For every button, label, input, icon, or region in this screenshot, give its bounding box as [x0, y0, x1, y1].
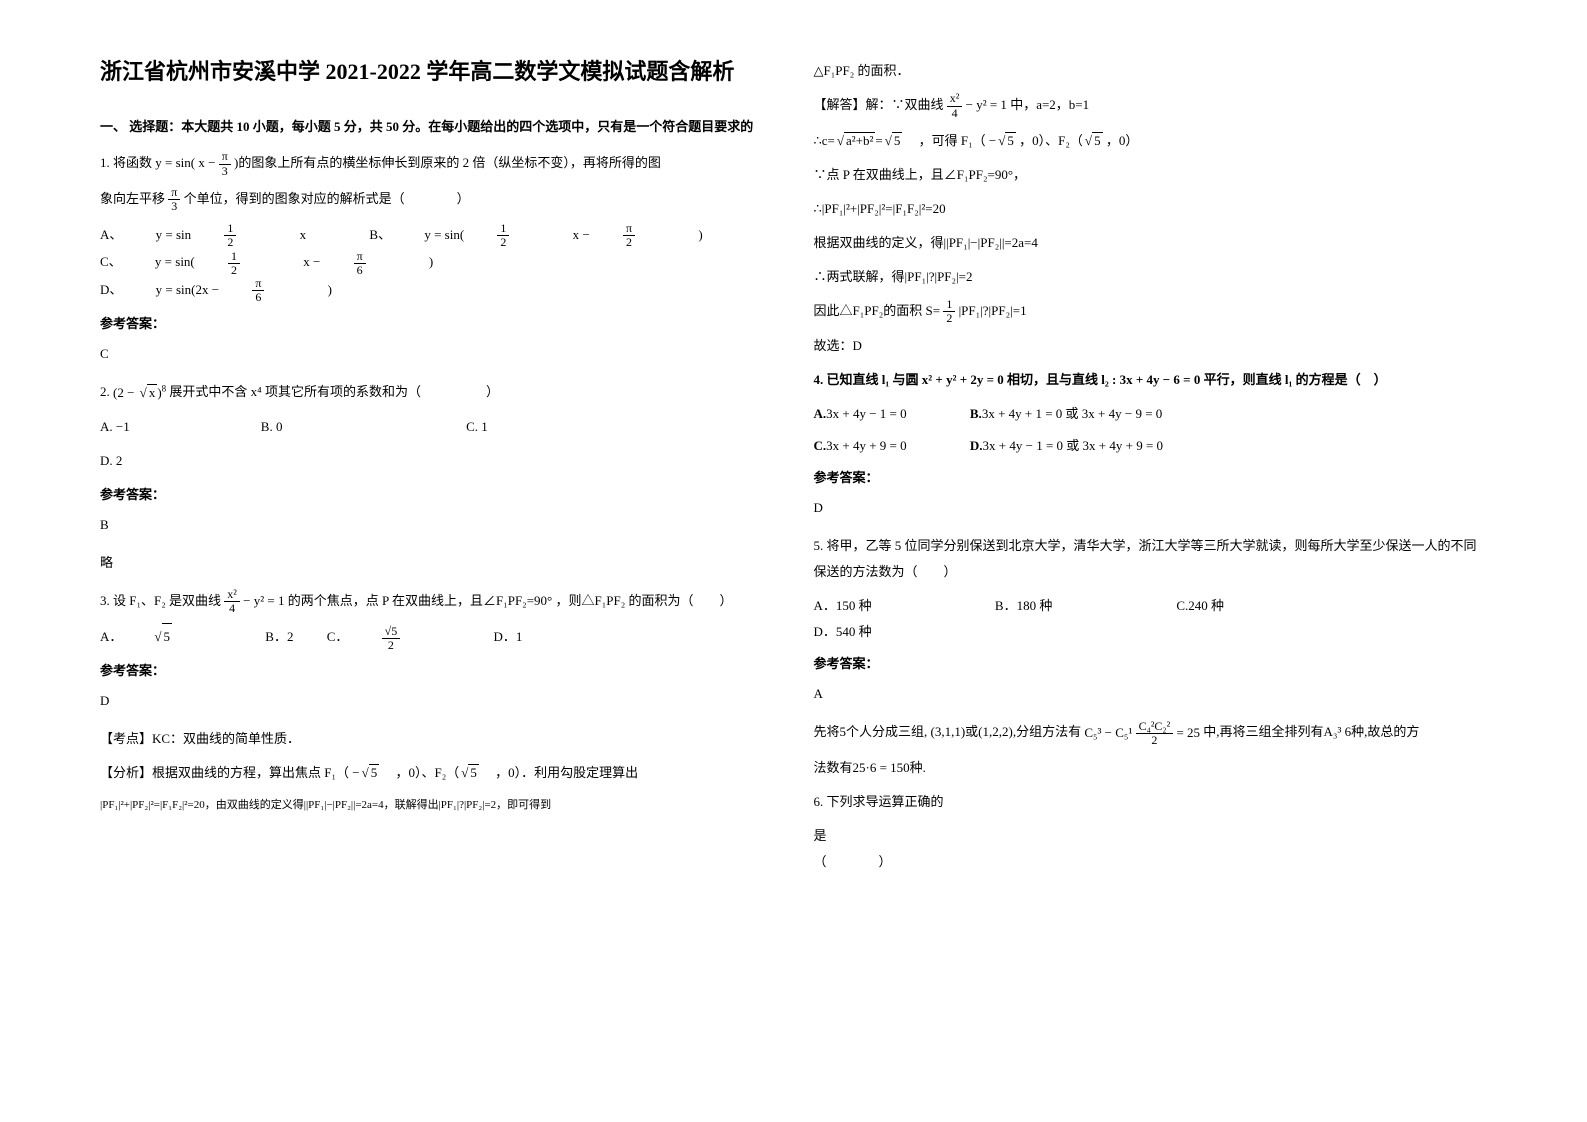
q2-opt-B: B. 0 — [261, 419, 283, 434]
q1-answer: C — [100, 341, 774, 367]
q4-opt-A: A. 3x + 4y − 1 = 0 — [814, 401, 937, 427]
q5-opt-C: C.240 种 — [1176, 593, 1324, 619]
q3-opt-B: B．2 — [265, 624, 293, 650]
q3-opt-D: D．1 — [493, 624, 522, 650]
q4-opt-C: C. 3x + 4y + 9 = 0 — [814, 433, 937, 459]
q3-answer: D — [100, 688, 774, 714]
q4-answer: D — [814, 495, 1488, 521]
jd-line7: 因此△F₁PF₂的面积 S= 12 |PF₁|?|PF₂|=1 — [814, 298, 1488, 326]
q1-options: A、 y = sin 12 x B、 y = sin( 12 x − π2 ) … — [100, 222, 774, 305]
q1-opt-C: C、 y = sin( 12 x − π6 ) — [100, 249, 463, 277]
q3-options: A．5 B．2 C． √52 D．1 — [100, 623, 774, 652]
q5-opt-A: A．150 种 — [814, 593, 962, 619]
q1-expr: y = sin( x − π3 — [155, 150, 230, 178]
q4-opt-B: B. 3x + 4y + 1 = 0 或 3x + 4y − 9 = 0 — [970, 401, 1192, 427]
question-1-line2: 象向左平移 π3 个单位，得到的图象对应的解析式是（ ） — [100, 186, 774, 214]
jd-line3: ∵点 P 在双曲线上，且∠F₁PF₂=90°， — [814, 162, 1488, 188]
doc-title: 浙江省杭州市安溪中学 2021-2022 学年高二数学文模拟试题含解析 — [100, 50, 774, 94]
section-1-head: 一、 选择题：本大题共 10 小题，每小题 5 分，共 50 分。在每小题给出的… — [100, 114, 774, 140]
q2-options: A. −1 B. 0 C. 1 — [100, 414, 774, 440]
question-4: 4. 已知直线 l₁ 与圆 x² + y² + 2y = 0 相切，且与直线 l… — [814, 367, 1488, 393]
q5-explain: 先将5个人分成三组, (3,1,1)或(1,2,2),分组方法有 C₅³ − C… — [814, 719, 1488, 747]
q4-options-row1: A. 3x + 4y − 1 = 0 B. 3x + 4y + 1 = 0 或 … — [814, 401, 1488, 427]
answer-label: 参考答案： — [100, 311, 774, 337]
q5-options: A．150 种 B．180 种 C.240 种 D．540 种 — [814, 593, 1488, 645]
answer-label-2: 参考答案： — [100, 482, 774, 508]
q2-omit: 略 — [100, 550, 774, 576]
jd-line5: 根据双曲线的定义，得||PF₁|−|PF₂||=2a=4 — [814, 230, 1488, 256]
question-2: 2. (2 − x)8 展开式中不含 x⁴ 项其它所有项的系数和为（ ） — [100, 379, 774, 406]
q5-opt-B: B．180 种 — [995, 593, 1143, 619]
q2-answer: B — [100, 512, 774, 538]
q2-opt-A: A. −1 — [100, 419, 130, 434]
q3-cont: △F₁PF₂ 的面积． — [814, 58, 1488, 84]
q3-fenxi: 【分析】根据双曲线的方程，算出焦点 F₁（ −5 ，0）、F₂（5 ，0）．利用… — [100, 760, 774, 786]
q4-options-row2: C. 3x + 4y + 9 = 0 D. 3x + 4y − 1 = 0 或 … — [814, 433, 1488, 459]
question-5: 5. 将甲，乙等 5 位同学分别保送到北京大学，清华大学，浙江大学等三所大学就读… — [814, 533, 1488, 585]
q1-post: )的图象上所有点的横坐标伸长到原来的 2 倍（纵坐标不变），再将所得的图 — [234, 155, 661, 170]
question-1: 1. 将函数 y = sin( x − π3 )的图象上所有点的横坐标伸长到原来… — [100, 150, 774, 178]
q1-opt-B: B、 y = sin( 12 x − π2 ) — [369, 222, 732, 250]
question-6: 6. 下列求导运算正确的 — [814, 789, 1488, 815]
jd-line4: ∴|PF₁|²+|PF₂|²=|F₁F₂|²=20 — [814, 196, 1488, 222]
q3-opt-A: A．5 — [100, 623, 232, 650]
q4-opt-D: D. 3x + 4y − 1 = 0 或 3x + 4y + 9 = 0 — [970, 433, 1193, 459]
q5-answer: A — [814, 681, 1488, 707]
question-3: 3. 设 F₁、F₂ 是双曲线 x²4 − y² = 1 的两个焦点，点 P 在… — [100, 588, 774, 616]
q1-opt-D: D、 y = sin(2x − π6 ) — [100, 277, 362, 305]
q5-opt-D: D．540 种 — [814, 619, 962, 645]
answer-label-4: 参考答案： — [814, 465, 1488, 491]
q3-opt-C: C． √52 — [327, 624, 461, 652]
right-column: △F₁PF₂ 的面积． 【解答】解：∵双曲线 x²4 − y² = 1 中，a=… — [814, 50, 1488, 883]
q1-opt-A: A、 y = sin 12 x — [100, 222, 336, 250]
q2-expr: (2 − x)8 — [113, 380, 166, 406]
jd-line6: ∴两式联解，得|PF₁|?|PF₂|=2 — [814, 264, 1488, 290]
q3-kaodian: 【考点】KC：双曲线的简单性质． — [100, 726, 774, 752]
q1-text: 1. 将函数 — [100, 155, 152, 170]
q2-opt-C: C. 1 — [466, 419, 488, 434]
question-6b: 是 （ ） — [814, 823, 1488, 875]
jd-line2: ∴c=a²+b²=5 ，可得 F₁（ −5 ，0）、F₂（5 ，0） — [814, 128, 1488, 154]
answer-label-5: 参考答案： — [814, 651, 1488, 677]
answer-label-3: 参考答案： — [100, 658, 774, 684]
q2-opt-D: D. 2 — [100, 448, 774, 474]
left-column: 浙江省杭州市安溪中学 2021-2022 学年高二数学文模拟试题含解析 一、 选… — [100, 50, 774, 883]
q5-explain-2: 法数有25·6 = 150种. — [814, 755, 1488, 781]
jd-line8: 故选：D — [814, 333, 1488, 359]
jd-line1: 【解答】解：∵双曲线 x²4 − y² = 1 中，a=2，b=1 — [814, 92, 1488, 120]
q3-fenxi-2: |PF₁|²+|PF₂|²=|F₁F₂|²=20，由双曲线的定义得||PF₁|−… — [100, 794, 774, 816]
